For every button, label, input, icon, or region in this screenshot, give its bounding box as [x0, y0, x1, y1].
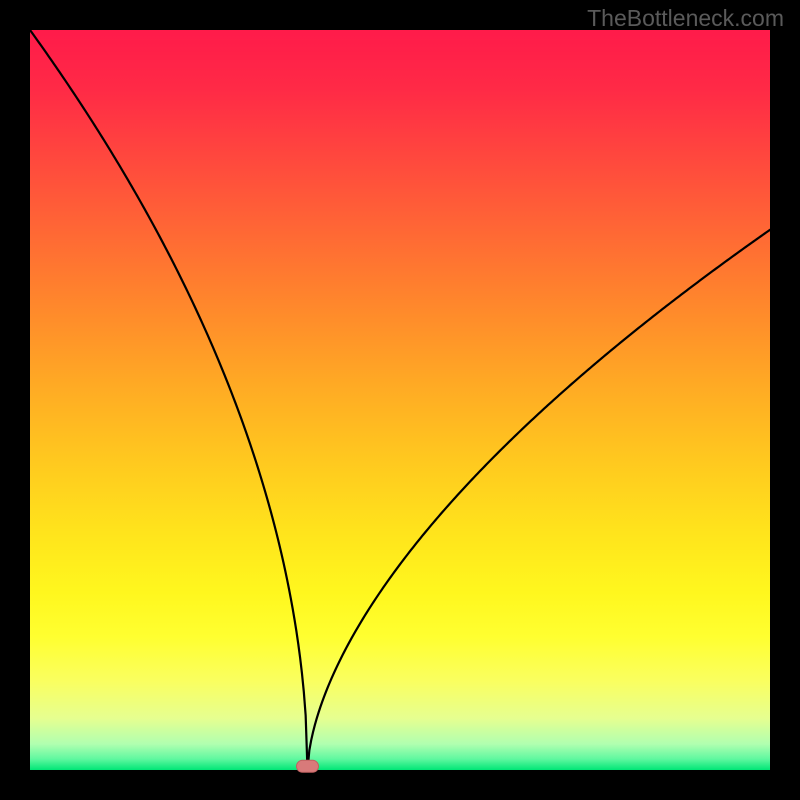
chart-canvas: TheBottleneck.com	[0, 0, 800, 800]
optimum-marker	[297, 760, 319, 772]
watermark-label: TheBottleneck.com	[587, 5, 784, 32]
plot-background	[30, 30, 770, 770]
bottleneck-plot-svg	[0, 0, 800, 800]
